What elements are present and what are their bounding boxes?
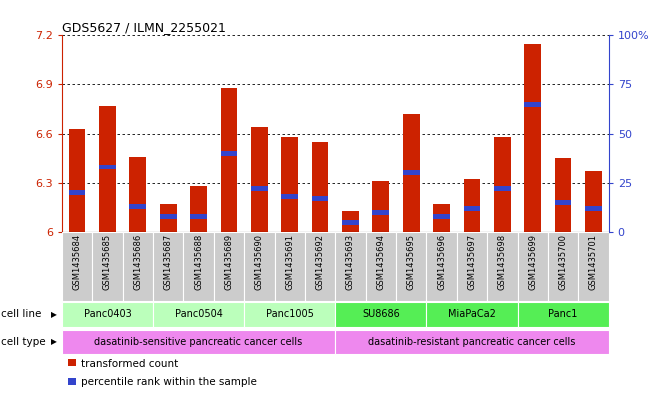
Bar	[62, 302, 153, 327]
Text: GSM1435699: GSM1435699	[528, 234, 537, 290]
Bar	[62, 232, 92, 301]
Text: GDS5627 / ILMN_2255021: GDS5627 / ILMN_2255021	[62, 21, 226, 34]
Bar	[525, 44, 541, 232]
Bar	[426, 302, 518, 327]
Text: Panc0504: Panc0504	[174, 309, 223, 320]
Text: cell type: cell type	[1, 337, 46, 347]
Bar	[487, 232, 518, 301]
Text: dasatinib-sensitive pancreatic cancer cells: dasatinib-sensitive pancreatic cancer ce…	[94, 337, 303, 347]
Bar	[122, 232, 153, 301]
Bar	[464, 180, 480, 232]
Text: GSM1435691: GSM1435691	[285, 234, 294, 290]
Text: SU8686: SU8686	[362, 309, 400, 320]
Bar	[221, 88, 237, 232]
Bar	[159, 214, 176, 219]
Bar	[555, 200, 572, 205]
Bar	[372, 210, 389, 215]
Bar	[578, 232, 609, 301]
Text: GSM1435690: GSM1435690	[255, 234, 264, 290]
Text: dasatinib-resistant pancreatic cancer cells: dasatinib-resistant pancreatic cancer ce…	[368, 337, 575, 347]
Bar	[525, 102, 541, 107]
Bar	[190, 214, 207, 219]
Text: Panc1005: Panc1005	[266, 309, 314, 320]
Bar	[281, 194, 298, 199]
Text: GSM1435685: GSM1435685	[103, 234, 112, 290]
Bar	[184, 232, 214, 301]
Bar	[403, 171, 419, 175]
Text: GSM1435701: GSM1435701	[589, 234, 598, 290]
Bar	[99, 106, 116, 232]
Bar	[312, 142, 329, 232]
Text: GSM1435700: GSM1435700	[559, 234, 568, 290]
Bar	[457, 232, 487, 301]
Bar	[159, 204, 176, 232]
Bar	[312, 196, 329, 201]
Text: GSM1435688: GSM1435688	[194, 234, 203, 290]
Text: GSM1435686: GSM1435686	[133, 234, 143, 290]
Text: GSM1435692: GSM1435692	[316, 234, 325, 290]
Bar	[251, 186, 268, 191]
Bar	[548, 232, 578, 301]
Text: GSM1435694: GSM1435694	[376, 234, 385, 290]
Bar	[214, 232, 244, 301]
Bar	[518, 232, 548, 301]
Bar	[342, 220, 359, 224]
Text: percentile rank within the sample: percentile rank within the sample	[81, 377, 257, 387]
Bar	[403, 114, 419, 232]
Bar	[585, 206, 602, 211]
Text: GSM1435698: GSM1435698	[498, 234, 507, 290]
Text: GSM1435687: GSM1435687	[163, 234, 173, 290]
Bar	[153, 232, 184, 301]
Bar	[555, 158, 572, 232]
Bar	[342, 211, 359, 232]
Bar	[464, 206, 480, 211]
Text: ▶: ▶	[51, 310, 57, 319]
Bar	[396, 232, 426, 301]
Bar	[69, 129, 85, 232]
Bar	[335, 302, 426, 327]
Bar	[494, 186, 510, 191]
Bar	[92, 232, 122, 301]
Text: GSM1435684: GSM1435684	[72, 234, 81, 290]
Text: GSM1435695: GSM1435695	[407, 234, 416, 290]
Bar	[244, 302, 335, 327]
Bar	[335, 329, 609, 354]
Text: GSM1435696: GSM1435696	[437, 234, 446, 290]
Text: transformed count: transformed count	[81, 359, 178, 369]
Text: ▶: ▶	[51, 338, 57, 346]
Bar	[251, 127, 268, 232]
Text: GSM1435697: GSM1435697	[467, 234, 477, 290]
Bar	[372, 181, 389, 232]
Text: MiaPaCa2: MiaPaCa2	[448, 309, 496, 320]
Text: GSM1435693: GSM1435693	[346, 234, 355, 290]
Bar	[153, 302, 244, 327]
Text: GSM1435689: GSM1435689	[225, 234, 234, 290]
Bar	[221, 151, 237, 156]
Bar	[190, 186, 207, 232]
Bar	[434, 214, 450, 219]
Bar	[69, 190, 85, 195]
Bar	[366, 232, 396, 301]
Text: Panc0403: Panc0403	[83, 309, 132, 320]
Bar	[281, 137, 298, 232]
Text: Panc1: Panc1	[548, 309, 578, 320]
Bar	[434, 204, 450, 232]
Bar	[305, 232, 335, 301]
Bar	[494, 137, 510, 232]
Bar	[585, 171, 602, 232]
Bar	[62, 329, 335, 354]
Bar	[99, 165, 116, 169]
Bar	[426, 232, 457, 301]
Bar	[130, 204, 146, 209]
Bar	[335, 232, 366, 301]
Bar	[130, 156, 146, 232]
Text: cell line: cell line	[1, 309, 42, 320]
Bar	[244, 232, 275, 301]
Bar	[275, 232, 305, 301]
Bar	[518, 302, 609, 327]
